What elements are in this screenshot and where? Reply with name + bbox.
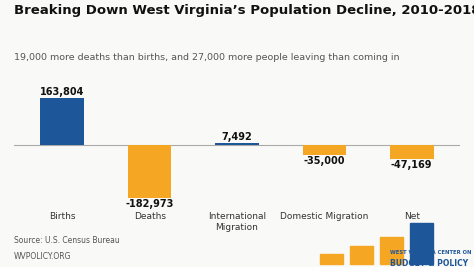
Text: Source: U.S. Census Bureau: Source: U.S. Census Bureau	[14, 236, 120, 245]
Text: 19,000 more deaths than births, and 27,000 more people leaving than coming in: 19,000 more deaths than births, and 27,0…	[14, 53, 400, 62]
Text: 163,804: 163,804	[40, 88, 84, 97]
Text: WVPOLICY.ORG: WVPOLICY.ORG	[14, 252, 72, 261]
Bar	[390, 145, 434, 159]
Text: 7,492: 7,492	[222, 132, 252, 142]
Bar	[128, 145, 172, 198]
Bar	[40, 99, 84, 145]
Bar	[410, 223, 433, 264]
Bar	[215, 143, 259, 145]
Bar	[320, 254, 343, 264]
Text: -182,973: -182,973	[126, 199, 174, 209]
Text: Breaking Down West Virginia’s Population Decline, 2010-2018: Breaking Down West Virginia’s Population…	[14, 4, 474, 17]
Text: WEST VIRGINIA CENTER ON: WEST VIRGINIA CENTER ON	[390, 250, 471, 255]
Bar	[302, 145, 346, 155]
Bar	[350, 246, 373, 264]
Text: -35,000: -35,000	[304, 156, 345, 166]
Text: BUDGET & POLICY: BUDGET & POLICY	[390, 259, 468, 267]
Bar	[380, 237, 403, 264]
Text: -47,169: -47,169	[391, 160, 432, 170]
